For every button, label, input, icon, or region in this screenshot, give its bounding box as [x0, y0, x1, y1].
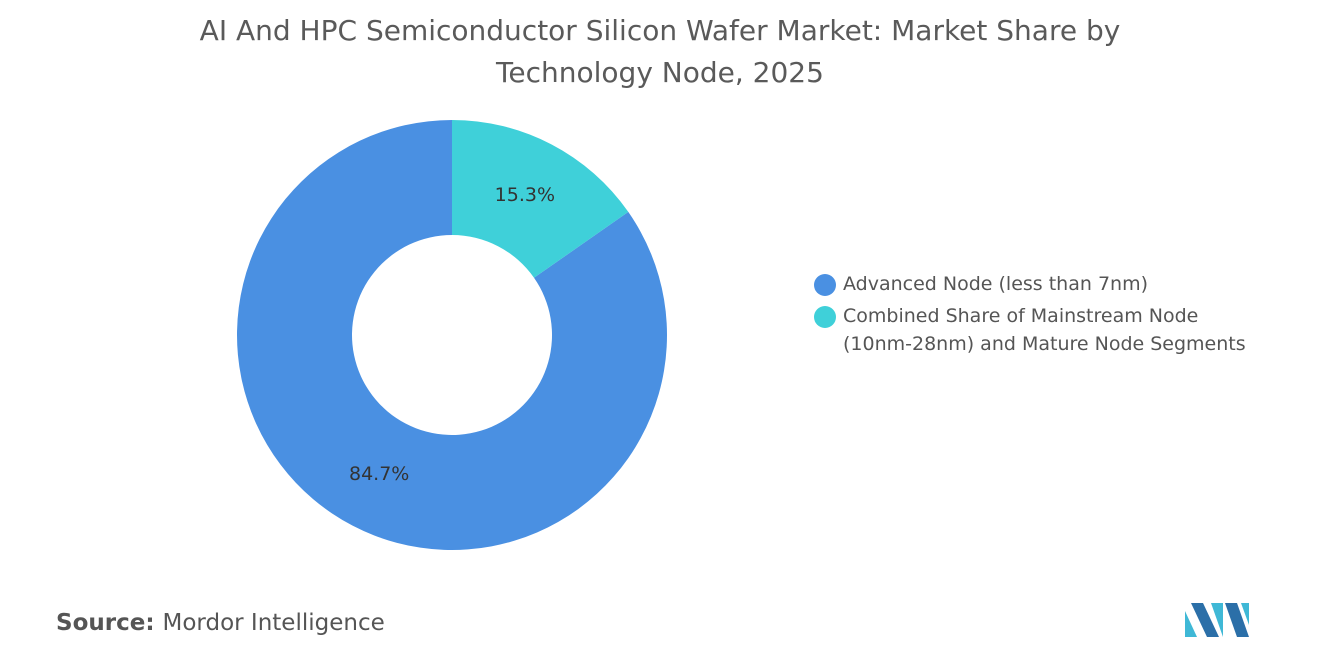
legend-item: Advanced Node (less than 7nm)	[812, 270, 1272, 298]
slice	[452, 120, 629, 278]
value-label: 15.3%	[495, 184, 555, 206]
legend-item: Combined Share of Mainstream Node (10nm-…	[812, 302, 1272, 358]
source-text: Mordor Intelligence	[162, 610, 385, 636]
legend-label: Advanced Node (less than 7nm)	[843, 273, 1149, 295]
legend-label: Combined Share of Mainstream Node (10nm-…	[843, 305, 1246, 355]
chart-title: AI And HPC Semiconductor Silicon Wafer M…	[199, 14, 1121, 89]
slice	[237, 120, 668, 550]
legend-swatch	[814, 274, 836, 296]
logo	[1185, 603, 1249, 637]
legend: Advanced Node (less than 7nm) Combined Sh…	[812, 270, 1272, 362]
source-label: Source:	[56, 610, 155, 636]
legend-swatch	[814, 306, 836, 328]
value-label: 84.7%	[349, 463, 409, 485]
source: Source: Mordor Intelligence	[56, 610, 385, 636]
